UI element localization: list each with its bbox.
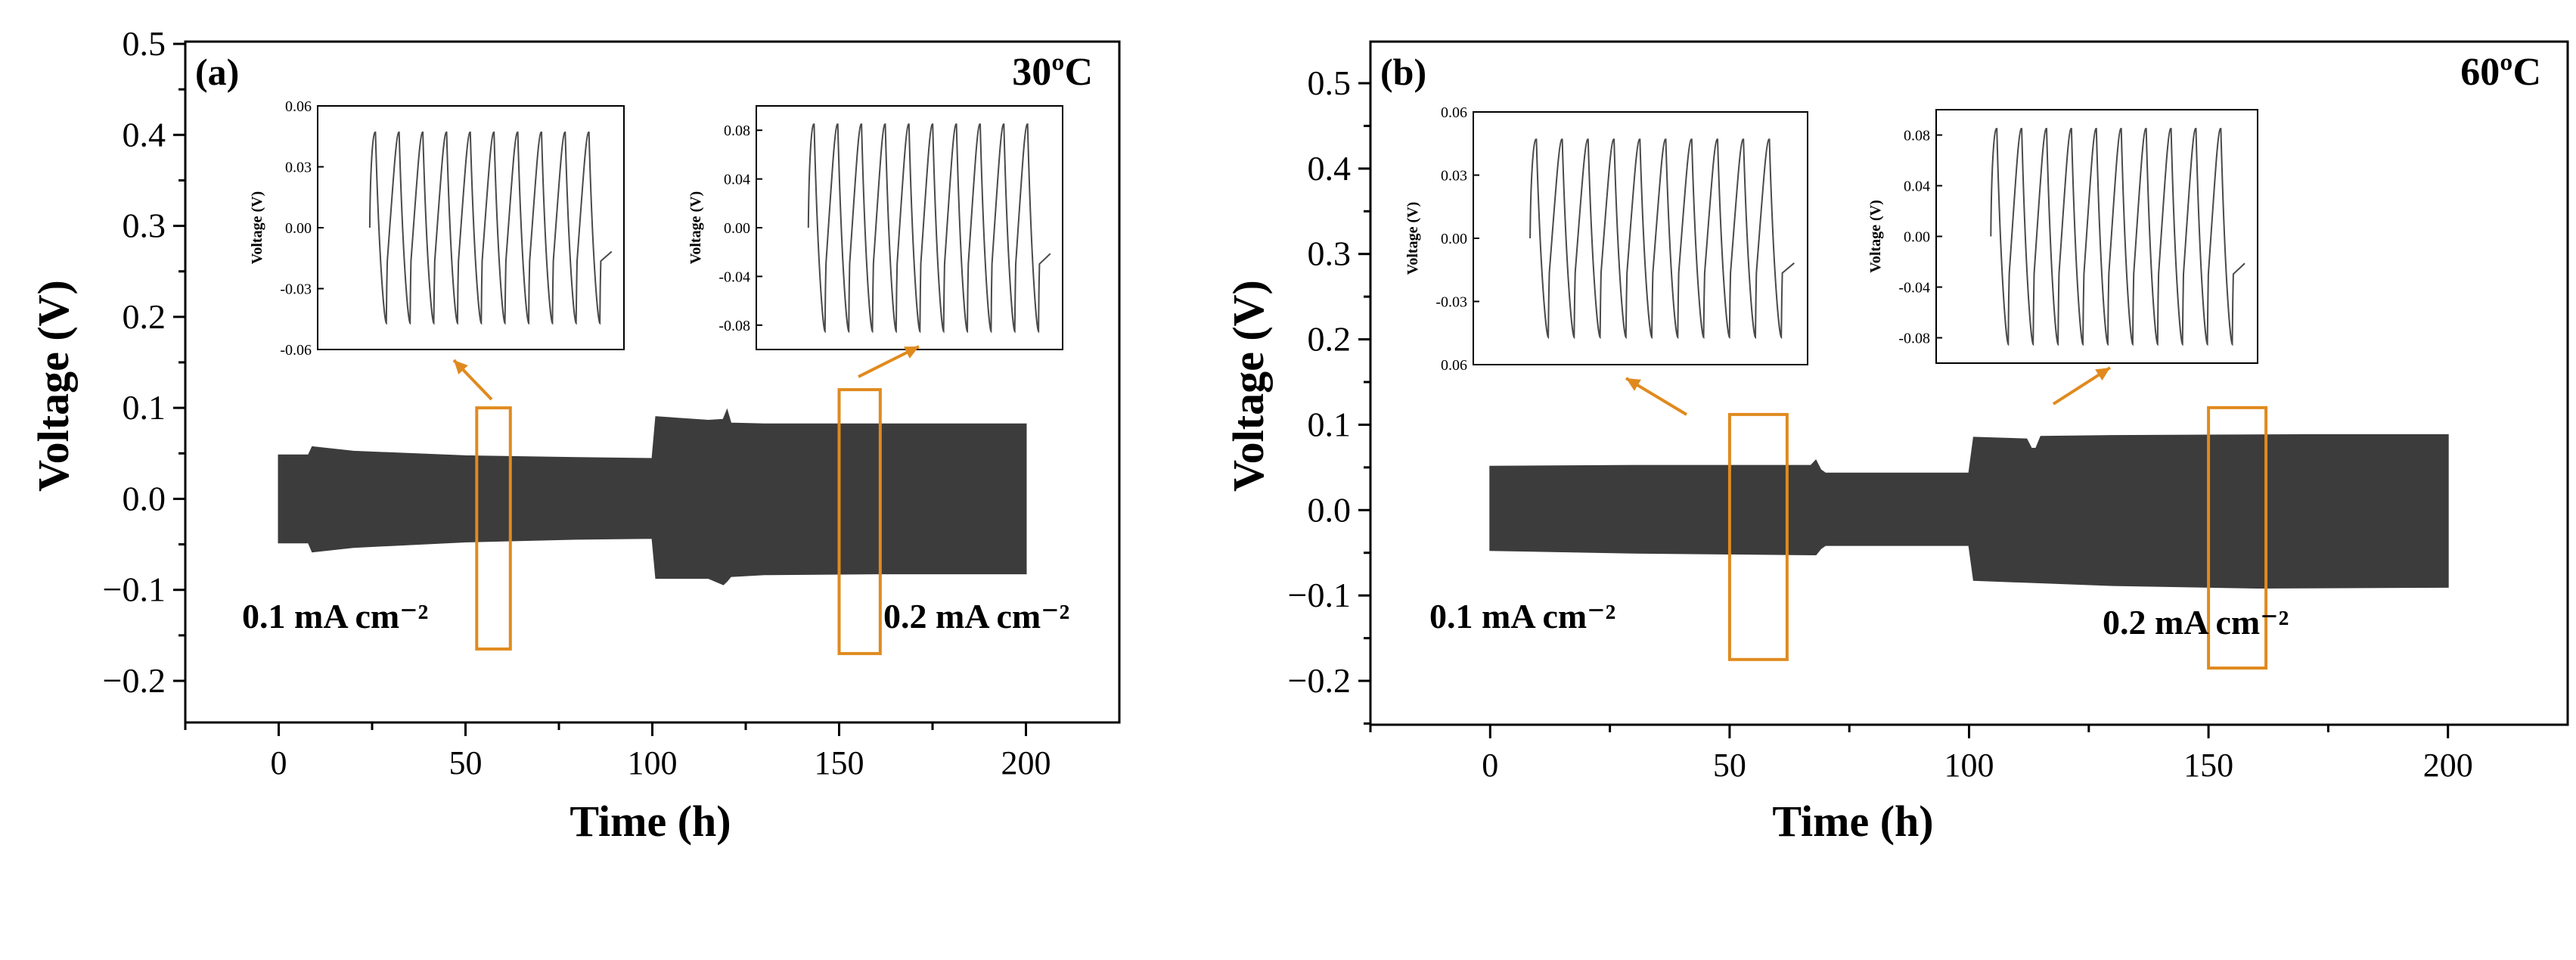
x-tick-label: 150 [2183, 747, 2233, 784]
inset-y-tick-label: 0.03 [1441, 168, 1467, 185]
y-tick-label: 0.1 [123, 388, 166, 427]
x-axis-title: Time (h) [1772, 797, 1933, 846]
highlight-box [1727, 412, 1789, 661]
y-axis-title: Voltage (V) [29, 280, 78, 492]
highlight-box [2207, 405, 2268, 670]
panel-label: (a) [195, 51, 239, 93]
y-tick-label: 0.4 [1308, 149, 1352, 188]
x-axis-title: Time (h) [570, 797, 731, 846]
inset-voltage-trace [1529, 138, 1795, 340]
inset-y-tick-label: 0.03 [285, 160, 312, 176]
inset-y-tick-label: -0.04 [1898, 280, 1930, 297]
inset-y-axis-title: Voltage (V) [687, 191, 704, 264]
highlight-box [475, 406, 512, 651]
y-tick-label: 0.4 [123, 115, 166, 154]
x-tick-label: 100 [1944, 747, 1994, 784]
x-tick-label: 50 [449, 744, 483, 781]
y-tick-label: 0.3 [123, 207, 166, 245]
inset-y-tick-label: 0.06 [1441, 104, 1467, 121]
inset-chart: 0.08 0.04 0.00 -0.04 -0.08 Voltage (V) [687, 105, 1063, 350]
inset-pointer-arrowhead [2095, 368, 2110, 381]
x-tick-label: 0 [271, 744, 287, 781]
inset-y-tick-label: 0.08 [724, 123, 750, 139]
highlight-box [837, 388, 882, 655]
inset-pointer-arrowhead [904, 346, 919, 359]
current-density-label: 0.1 mA cm⁻² [1429, 597, 1615, 635]
voltage-band-area [1489, 434, 2449, 589]
inset-y-tick-label: -0.04 [718, 269, 750, 285]
inset-y-tick-label: -0.08 [1898, 331, 1930, 347]
inset-chart: 0.06 0.03 0.00 -0.03 -0.06 Voltage (V) [249, 98, 625, 359]
x-tick-label: 200 [2423, 747, 2473, 784]
y-tick-label: 0.2 [1308, 320, 1352, 359]
inset-y-axis-title: Voltage (V) [1867, 200, 1884, 272]
inset-chart: 0.08 0.04 0.00 -0.04 -0.08 Voltage (V) [1867, 109, 2258, 364]
y-tick-label: 0.5 [1308, 64, 1352, 102]
inset-y-tick-label: 0.00 [285, 220, 312, 237]
y-tick-label: 0.1 [1308, 405, 1352, 443]
x-tick-label: 100 [628, 744, 678, 781]
y-axis-title: Voltage (V) [1224, 280, 1273, 492]
y-tick-label: 0.3 [1308, 235, 1352, 273]
y-tick-label: −0.1 [1288, 576, 1351, 614]
inset-y-axis-title: Voltage (V) [1404, 202, 1421, 275]
inset-pointer-arrowhead [454, 360, 468, 375]
inset-y-tick-label: 0.04 [1904, 179, 1930, 195]
inset-voltage-trace [807, 123, 1051, 334]
inset-y-tick-label: 0.06 [1441, 357, 1467, 374]
y-tick-label: −0.2 [1288, 661, 1351, 700]
y-tick-label: 0.5 [123, 24, 166, 63]
chart-panel-b: 0 50 100 150 200 −0.2 −0.1 0.0 0.1 0.2 0.3 0.4 0.5 Ti… [1224, 40, 2569, 846]
x-tick-label: 150 [815, 744, 864, 781]
inset-y-tick-label: -0.06 [280, 342, 312, 359]
y-tick-label: −0.1 [103, 570, 166, 609]
current-density-label: 0.2 mA cm⁻² [2103, 603, 2289, 642]
inset-y-tick-label: 0.00 [1904, 229, 1930, 246]
inset-y-tick-label: -0.03 [1435, 294, 1467, 311]
inset-y-tick-label: 0.00 [1441, 231, 1467, 247]
current-density-label: 0.1 mA cm⁻² [242, 597, 428, 635]
inset-y-tick-label: -0.08 [718, 318, 750, 334]
temperature-label: 60ºC [2460, 51, 2541, 94]
inset-y-tick-label: 0.08 [1904, 128, 1930, 144]
inset-y-tick-label: 0.00 [724, 220, 750, 237]
inset-chart: 0.06 0.03 0.00 -0.03 0.06 Voltage (V) [1404, 104, 1808, 374]
inset-y-axis-title: Voltage (V) [249, 191, 265, 264]
inset-voltage-trace [368, 131, 613, 325]
y-tick-label: 0.2 [123, 297, 166, 336]
y-tick-label: 0.0 [123, 479, 166, 517]
x-tick-label: 0 [1482, 747, 1498, 784]
inset-y-tick-label: 0.06 [285, 98, 312, 115]
panel-label: (b) [1380, 51, 1426, 93]
current-density-label: 0.2 mA cm⁻² [883, 597, 1069, 635]
inset-voltage-trace [1990, 128, 2245, 346]
x-tick-label: 50 [1713, 747, 1746, 784]
temperature-label: 30ºC [1012, 51, 1093, 94]
chart-panel-a: 0 50 100 150 200 −0.2 −0.1 0.0 0.1 0.2 0.3 0.4 0.5 Ti… [29, 24, 1121, 846]
voltage-band-area [278, 408, 1027, 586]
y-tick-label: −0.2 [103, 661, 166, 700]
inset-pointer-arrowhead [1626, 378, 1641, 391]
inset-y-tick-label: -0.03 [280, 281, 312, 298]
y-tick-label: 0.0 [1308, 490, 1352, 529]
x-tick-label: 200 [1001, 744, 1051, 781]
inset-y-tick-label: 0.04 [724, 172, 750, 188]
